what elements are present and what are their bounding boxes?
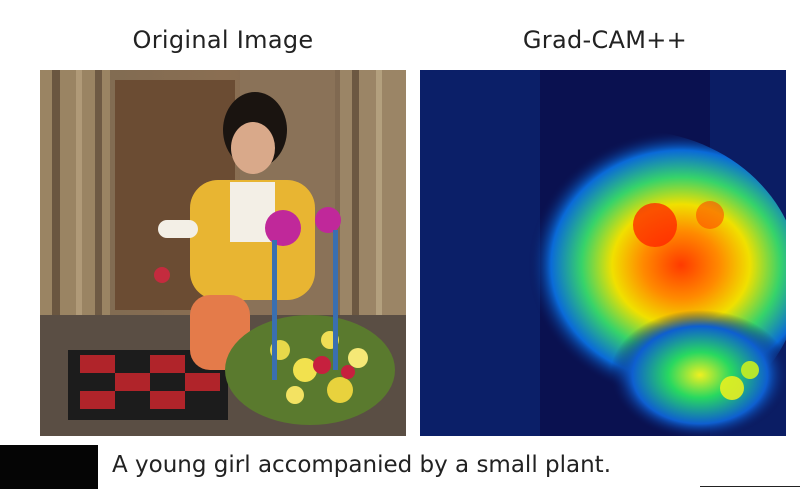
gradcam-title: Grad-CAM++	[522, 26, 688, 54]
original-image	[40, 70, 406, 436]
caption-divider	[700, 486, 800, 487]
caption-text: A young girl accompanied by a small plan…	[112, 452, 612, 478]
caption-redaction-block	[0, 445, 98, 489]
original-image-drawing	[40, 70, 406, 436]
gradcam-heatmap-image	[420, 70, 786, 436]
original-image-title: Original Image	[132, 26, 314, 54]
gradcam-heatmap-drawing	[420, 70, 786, 436]
